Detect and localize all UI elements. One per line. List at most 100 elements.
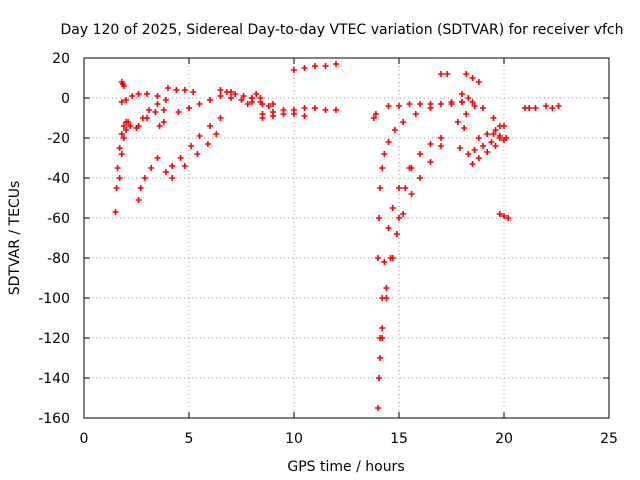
data-point	[377, 355, 384, 361]
data-point	[484, 149, 491, 155]
data-point	[484, 131, 491, 137]
data-point	[406, 101, 413, 107]
data-point	[391, 127, 398, 133]
y-axis: -160 -140 -120 -100 -80 -60 -40 -20 0 20	[38, 51, 609, 427]
data-point	[459, 99, 465, 105]
x-axis-label: GPS time / hours	[287, 459, 404, 475]
data-point	[490, 131, 497, 137]
x-tick-label: 0	[80, 431, 89, 447]
data-point	[396, 215, 402, 221]
data-point	[270, 101, 276, 107]
data-point	[501, 213, 507, 219]
data-point	[333, 61, 339, 67]
data-point	[125, 119, 132, 125]
series-s37	[543, 103, 562, 111]
data-point	[383, 285, 390, 291]
data-point	[480, 105, 486, 111]
y-tick-label: -160	[38, 411, 70, 427]
series-s26	[459, 91, 476, 105]
data-point	[120, 135, 127, 141]
data-point	[173, 87, 180, 93]
data-point	[113, 185, 120, 191]
data-point	[259, 101, 266, 107]
data-point	[156, 123, 163, 129]
data-point	[389, 205, 396, 211]
data-point	[160, 107, 167, 113]
data-point	[154, 93, 161, 99]
series-s27	[463, 71, 482, 85]
data-point	[427, 141, 434, 147]
series-s34	[490, 131, 510, 141]
data-point	[120, 123, 127, 129]
data-point	[322, 63, 329, 69]
series-s14	[228, 95, 276, 107]
data-point	[333, 107, 339, 113]
data-point	[438, 71, 444, 77]
data-point	[381, 259, 388, 265]
data-point	[376, 375, 383, 381]
data-point	[120, 83, 127, 89]
data-point	[454, 119, 461, 125]
data-point	[301, 65, 308, 71]
series-s8	[135, 155, 161, 203]
data-point	[265, 103, 272, 109]
data-point	[301, 105, 308, 111]
data-point	[385, 139, 392, 145]
data-point	[116, 175, 123, 181]
series-s31	[469, 137, 507, 167]
data-point	[232, 91, 239, 97]
data-point	[471, 103, 478, 109]
data-point	[207, 123, 213, 129]
data-point	[144, 115, 150, 121]
y-axis-label: SDTVAR / TECUs	[7, 181, 23, 296]
data-point	[396, 185, 402, 191]
data-point	[123, 127, 129, 133]
data-point	[204, 141, 211, 147]
y-tick-label: -80	[47, 251, 70, 267]
data-point	[496, 123, 503, 129]
data-point	[375, 255, 381, 261]
data-point	[154, 155, 161, 161]
data-point	[438, 143, 444, 149]
data-point	[469, 75, 476, 81]
data-point	[488, 139, 495, 145]
data-point	[129, 93, 136, 99]
y-tick-label: -40	[47, 171, 70, 187]
data-point	[456, 145, 463, 151]
data-point	[492, 127, 499, 133]
data-point	[505, 215, 512, 221]
data-point	[427, 159, 434, 165]
data-point	[376, 215, 383, 221]
data-point	[402, 185, 409, 191]
chart-title: Day 120 of 2025, Sidereal Day-to-day VTE…	[60, 22, 623, 38]
data-point	[196, 133, 203, 139]
data-point	[461, 125, 468, 131]
data-point	[555, 103, 562, 109]
x-axis: 0 5 10 15 20 25	[80, 58, 618, 447]
y-tick-label: -20	[47, 131, 70, 147]
data-point	[217, 93, 224, 99]
y-tick-label: -100	[38, 291, 70, 307]
series-s19	[370, 111, 379, 121]
data-point	[385, 103, 392, 109]
data-point	[213, 131, 220, 137]
data-point	[389, 255, 396, 261]
data-point	[118, 131, 125, 137]
data-point	[118, 99, 125, 105]
data-point	[379, 335, 386, 341]
data-point	[196, 101, 203, 107]
data-points	[112, 61, 562, 411]
data-point	[312, 105, 318, 111]
data-point	[379, 165, 386, 171]
y-tick-label: 20	[52, 51, 70, 67]
data-point	[496, 133, 503, 139]
series-s33	[480, 105, 503, 129]
data-point	[480, 143, 486, 149]
data-point	[438, 101, 444, 107]
data-point	[135, 91, 142, 97]
data-point	[181, 163, 188, 169]
data-point	[532, 105, 539, 111]
data-point	[372, 111, 379, 117]
data-point	[114, 165, 121, 171]
